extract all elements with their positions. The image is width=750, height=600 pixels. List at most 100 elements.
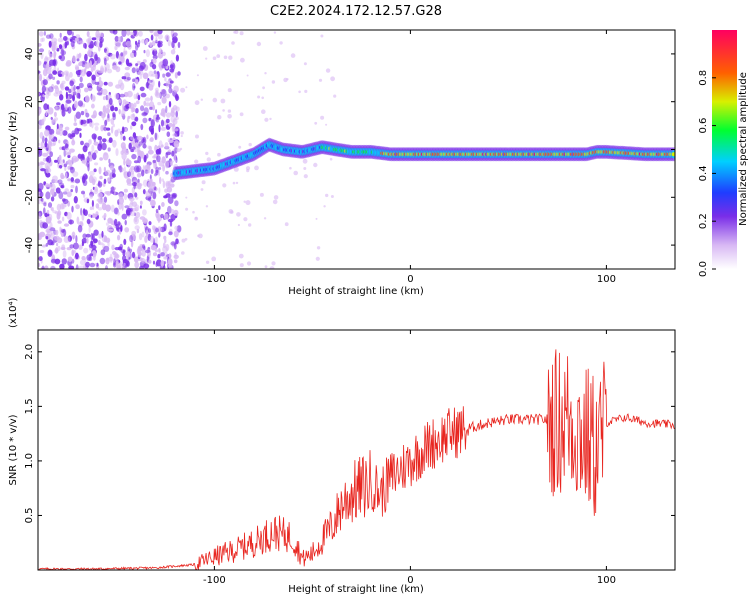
heatmap-noise-cell	[173, 242, 177, 250]
heatmap-noise-cell	[60, 175, 65, 179]
heatmap-noise-cell	[114, 35, 119, 42]
heatmap-noise-cell	[67, 159, 72, 165]
heatmap-noise-cell	[58, 90, 63, 96]
heatmap-noise-cell	[77, 73, 81, 78]
heatmap-noise-cell	[163, 256, 169, 260]
heatmap-noise-cell	[103, 126, 108, 132]
heatmap-noise-cell	[102, 152, 109, 161]
heatmap-noise-cell	[48, 40, 52, 48]
heatmap-noise-cell	[152, 58, 157, 64]
heatmap-noise-cell	[79, 76, 83, 83]
heatmap-noise-cell	[76, 86, 80, 90]
heatmap-noise-cell	[72, 95, 75, 101]
heatmap-noise-cell	[112, 251, 117, 255]
heatmap-noise-cell	[117, 211, 120, 216]
heatmap-noise-cell	[140, 92, 147, 98]
heatmap-noise-cell	[69, 166, 74, 170]
heatmap-noise-cell	[112, 113, 116, 121]
heatmap-noise-cell	[159, 176, 162, 185]
snr-ytick-label: 1.0	[24, 453, 35, 469]
heatmap-noise-cell	[62, 250, 67, 258]
heatmap-noise-cell	[61, 80, 66, 85]
heatmap-noise-cell	[164, 160, 170, 169]
heatmap-noise-cell	[135, 211, 141, 218]
heatmap-noise-cell	[97, 181, 103, 188]
heatmap-noise-cell	[59, 83, 64, 89]
heatmap-noise-cell	[142, 179, 148, 187]
heatmap-noise-cell	[160, 252, 166, 257]
heatmap-noise-cell	[81, 176, 86, 184]
heatmap-noise-cell	[107, 81, 113, 87]
heatmap-noise-cell	[49, 33, 54, 39]
heatmap-noise-cell	[135, 108, 139, 114]
heatmap-noise-cell	[53, 111, 57, 118]
heatmap-noise-cell	[99, 41, 103, 48]
heatmap-noise-cell	[110, 204, 115, 213]
heatmap-noise-cell	[48, 49, 51, 56]
heatmap-noise-cell	[138, 233, 143, 241]
heatmap-noise-cell	[92, 186, 95, 190]
heatmap-noise-cell	[293, 170, 299, 176]
heatmap-noise-cell	[47, 145, 52, 153]
heatmap-noise-cell	[160, 213, 164, 219]
heatmap-noise-cell	[245, 166, 251, 171]
heatmap-noise-cell	[173, 32, 178, 37]
heatmap-noise-cell	[145, 38, 149, 44]
heatmap-noise-cell	[41, 85, 47, 93]
heatmap-noise-cell	[236, 212, 241, 217]
heatmap-noise-cell	[162, 242, 166, 249]
heatmap-noise-cell	[227, 109, 232, 113]
heatmap-noise-cell	[103, 178, 107, 184]
heatmap-noise-cell	[137, 94, 141, 101]
heatmap-noise-cell	[134, 192, 138, 198]
heatmap-noise-cell	[149, 137, 154, 142]
heatmap-noise-cell	[147, 169, 150, 174]
colorbar-tick-label: 0.8	[698, 70, 709, 86]
heatmap-noise-cell	[131, 230, 137, 236]
heatmap-noise-cell	[141, 38, 145, 44]
heatmap-noise-cell	[134, 216, 138, 223]
heatmap-noise-cell	[124, 205, 130, 209]
heatmap-noise-cell	[72, 171, 79, 177]
heatmap-noise-cell	[120, 132, 123, 141]
heatmap-noise-cell	[165, 170, 169, 175]
heatmap-noise-cell	[142, 244, 146, 249]
heatmap-noise-cell	[72, 55, 76, 63]
heatmap-noise-cell	[238, 253, 244, 259]
heatmap-noise-cell	[155, 209, 159, 213]
heatmap-noise-cell	[69, 219, 73, 225]
heatmap-noise-cell	[85, 112, 90, 118]
heatmap-noise-cell	[145, 102, 150, 107]
heatmap-noise-cell	[141, 231, 145, 238]
heatmap-noise-cell	[173, 259, 178, 264]
heatmap-noise-cell	[150, 128, 154, 135]
heatmap-noise-cell	[91, 120, 94, 129]
heatmap-noise-cell	[259, 192, 264, 197]
heatmap-noise-cell	[130, 136, 135, 141]
heatmap-noise-cell	[170, 213, 176, 221]
heatmap-noise-cell	[45, 34, 52, 39]
heatmap-noise-cell	[103, 235, 108, 243]
heatmap-noise-cell	[46, 226, 52, 230]
heatmap-noise-cell	[56, 102, 61, 106]
heatmap-noise-cell	[158, 232, 161, 238]
heatmap-noise-cell	[162, 51, 166, 57]
heatmap-noise-cell	[161, 96, 167, 104]
heatmap-noise-cell	[148, 84, 154, 91]
heatmap-noise-cell	[119, 93, 126, 98]
heatmap-noise-cell	[164, 34, 170, 41]
heatmap-noise-cell	[123, 166, 126, 174]
snr-ytick-label: 1.5	[24, 398, 35, 414]
heatmap-noise-cell	[48, 73, 53, 80]
heatmap-noise-cell	[62, 159, 65, 164]
heatmap-noise-cell	[137, 39, 141, 45]
heatmap-ytick-label: -40	[24, 237, 35, 253]
heatmap-noise-cell	[45, 236, 49, 240]
heatmap-noise-cell	[109, 253, 113, 260]
heatmap-noise-cell	[70, 189, 73, 193]
heatmap-noise-cell	[205, 205, 209, 208]
heatmap-noise-cell	[136, 228, 140, 234]
heatmap-noise-cell	[105, 204, 111, 212]
heatmap-noise-cell	[152, 191, 157, 200]
heatmap-noise-cell	[167, 258, 173, 266]
